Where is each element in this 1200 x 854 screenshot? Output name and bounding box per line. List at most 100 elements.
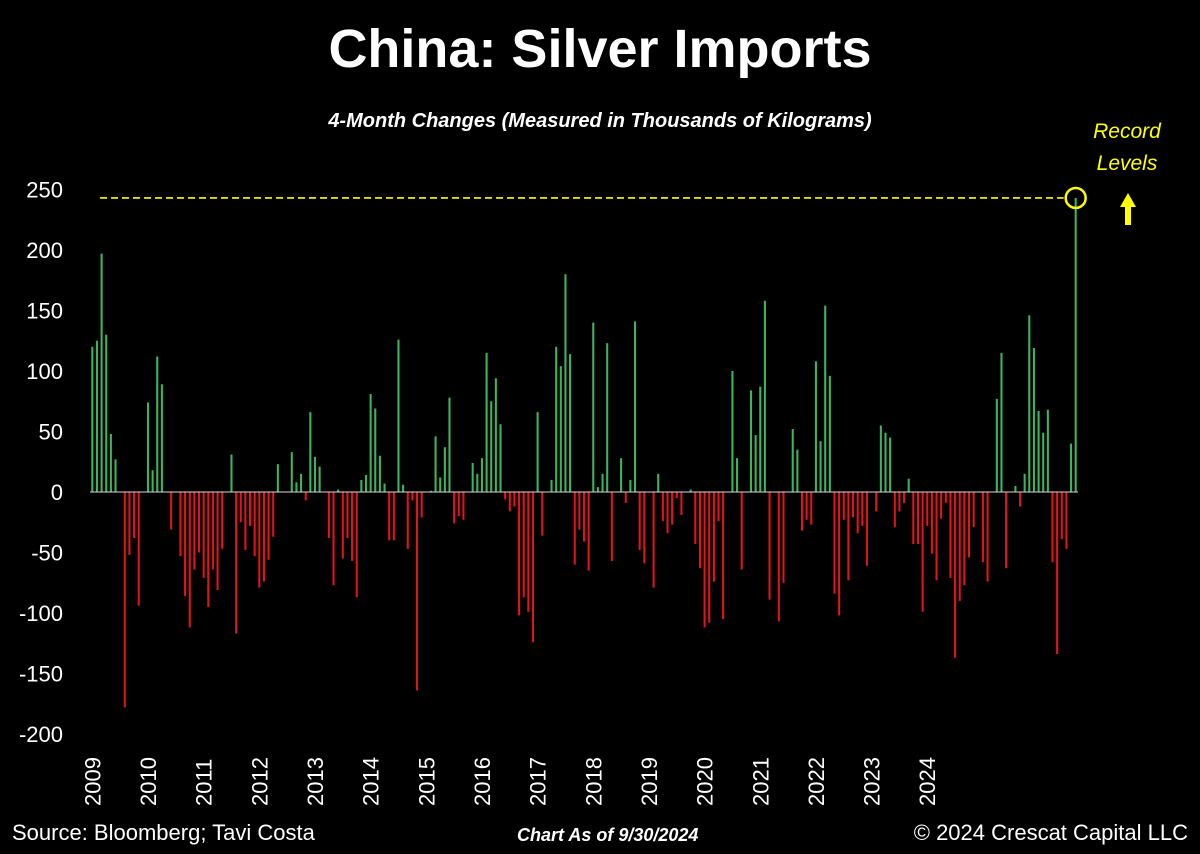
x-tick-label: 2015 (414, 757, 439, 806)
bar (536, 412, 539, 492)
bar (244, 492, 247, 551)
bar (1023, 473, 1026, 492)
x-tick-label: 2011 (192, 759, 217, 806)
bar (443, 447, 446, 492)
y-tick-label: 200 (26, 238, 63, 263)
bar (411, 492, 414, 501)
bar (332, 492, 335, 586)
bar (838, 492, 841, 616)
bar (865, 492, 868, 566)
bar (207, 492, 210, 607)
bar (763, 300, 766, 492)
bar (1014, 485, 1017, 492)
bar (819, 441, 822, 492)
bar (559, 366, 562, 492)
bar (578, 492, 581, 530)
bar (981, 492, 984, 563)
bar (828, 375, 831, 492)
bar (564, 274, 567, 492)
bar (1046, 409, 1049, 492)
bar (907, 478, 910, 492)
bar (531, 492, 535, 643)
bar (754, 435, 757, 492)
bar (569, 354, 572, 492)
y-tick-label: 250 (26, 178, 63, 203)
bar (494, 378, 497, 492)
bar (930, 492, 933, 554)
bar (105, 334, 108, 492)
bar (471, 462, 474, 492)
bar (337, 489, 340, 492)
record-level-marker (1064, 186, 1087, 210)
bar (833, 492, 836, 594)
bar (253, 492, 256, 557)
bar (768, 492, 771, 600)
bar (694, 492, 697, 545)
bar (304, 492, 307, 501)
bar (230, 454, 233, 492)
bar (151, 470, 154, 492)
bar (847, 492, 850, 581)
bar (262, 492, 265, 582)
bar (986, 492, 989, 582)
y-tick-label: -150 (19, 662, 63, 687)
bar (703, 492, 706, 628)
bar (736, 458, 739, 492)
bar (1037, 410, 1040, 492)
bar (972, 492, 975, 528)
bar (327, 492, 330, 538)
bar (202, 492, 205, 578)
bar (842, 492, 845, 520)
bar (457, 492, 460, 517)
bar (731, 371, 734, 492)
chart-title: China: Silver Imports (328, 19, 872, 79)
x-tick-label: 2023 (860, 757, 885, 806)
bar (388, 492, 391, 541)
bar (480, 458, 483, 492)
bar (123, 492, 126, 708)
bar (1028, 315, 1031, 492)
bar (800, 492, 804, 531)
bar (596, 487, 599, 492)
bar (300, 473, 303, 492)
bar (309, 412, 312, 492)
bar (267, 492, 270, 560)
bar (392, 492, 395, 541)
y-tick-label: -100 (19, 601, 63, 626)
bar (698, 492, 702, 569)
bar (587, 492, 590, 571)
bar (954, 492, 957, 658)
bar (1060, 492, 1063, 540)
bar (610, 492, 613, 561)
bar (740, 492, 743, 570)
bar (276, 464, 279, 492)
annotation-line-1: Record (1093, 120, 1161, 143)
bar (476, 473, 479, 492)
bar (912, 492, 915, 545)
bar (661, 492, 664, 522)
bar (903, 492, 906, 503)
x-tick-label: 2020 (693, 757, 718, 806)
bar (921, 492, 924, 612)
bar (235, 492, 238, 634)
bar (884, 432, 887, 492)
bar (958, 492, 961, 601)
bar (369, 393, 372, 492)
bar (879, 425, 882, 492)
bar (671, 492, 674, 525)
bar (893, 492, 896, 528)
bar (402, 484, 405, 492)
bar (439, 477, 442, 492)
bar (364, 475, 368, 492)
bar (1018, 492, 1022, 507)
bar (680, 492, 683, 515)
bar (582, 492, 586, 542)
bar (1065, 492, 1068, 549)
x-tick-label: 2014 (359, 757, 384, 806)
bar (861, 492, 864, 526)
bar (522, 492, 525, 598)
bar (415, 492, 419, 691)
bar (170, 492, 173, 530)
y-tick-label: -50 (31, 541, 63, 566)
